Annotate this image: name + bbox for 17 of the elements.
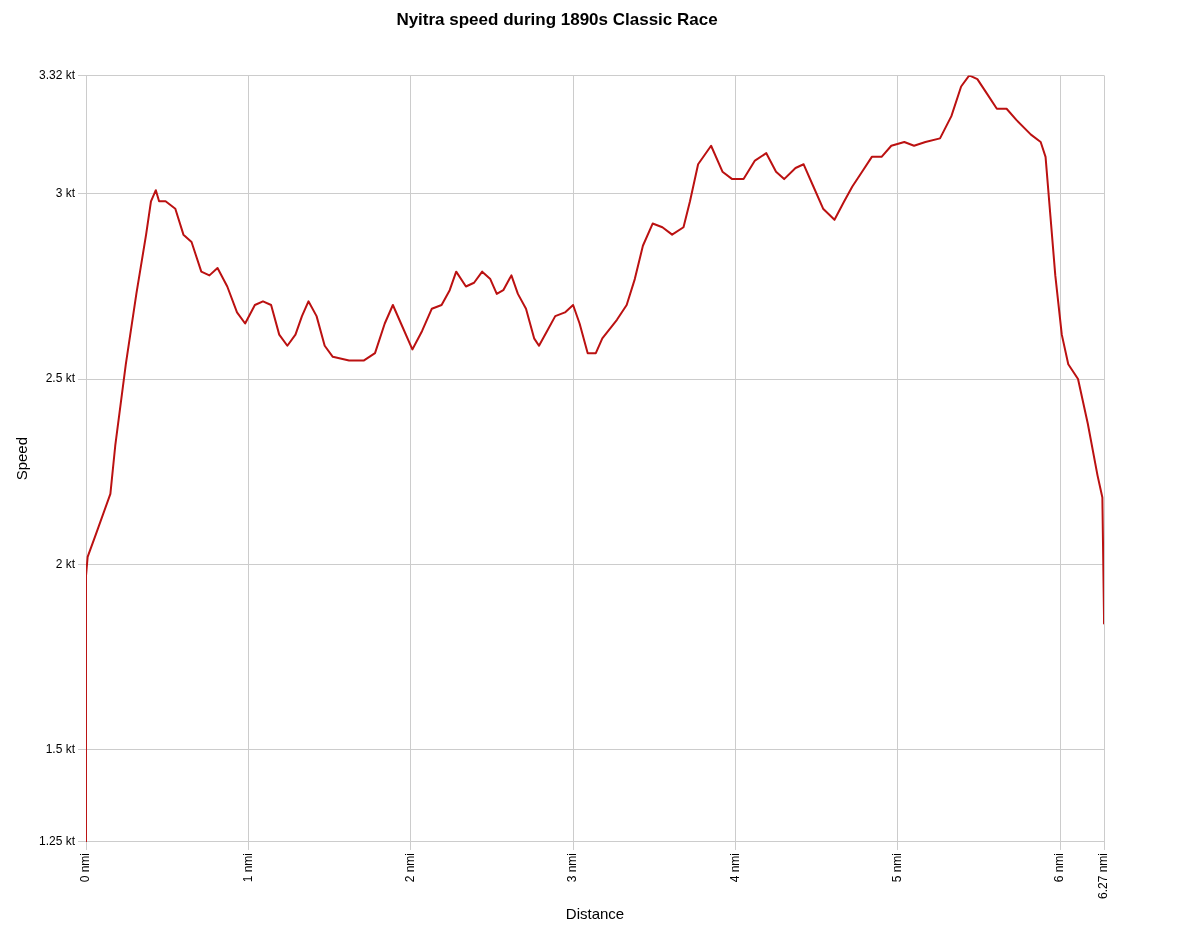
- x-tick-label: 6.27 nmi: [1096, 852, 1111, 900]
- x-tick-label: 1 nmi: [240, 852, 255, 883]
- y-tick-label: 2 kt: [55, 556, 76, 571]
- x-tick-label: 4 nmi: [727, 852, 742, 883]
- y-tick-label: 1.25 kt: [38, 834, 76, 849]
- x-tick-label: 6 nmi: [1052, 852, 1067, 883]
- y-tick-label: 2.5 kt: [45, 371, 76, 386]
- y-tick-label: 3.32 kt: [38, 67, 76, 82]
- x-tick-label: 5 nmi: [890, 852, 905, 883]
- y-tick-label: 3 kt: [55, 186, 76, 201]
- y-axis-title: Speed: [13, 437, 31, 481]
- x-axis-title: Distance: [565, 905, 625, 923]
- x-tick-label: 2 nmi: [403, 852, 418, 883]
- chart-title: Nyitra speed during 1890s Classic Race: [396, 9, 718, 29]
- y-tick-label: 1.5 kt: [45, 741, 76, 756]
- x-tick-label: 0 nmi: [78, 852, 93, 883]
- x-tick-label: 3 nmi: [565, 852, 580, 883]
